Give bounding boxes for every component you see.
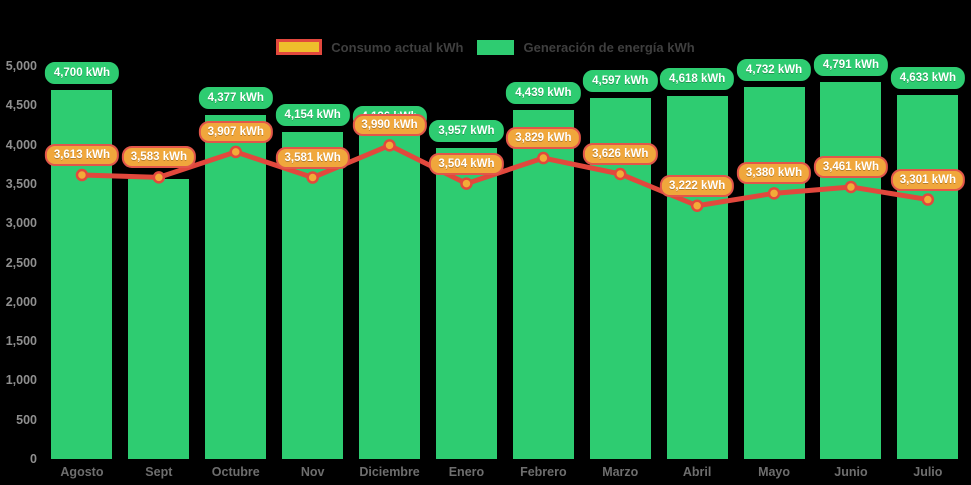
bar-enero[interactable]	[435, 147, 497, 459]
generation-label-octubre: 4,377 kWh	[198, 86, 273, 109]
line-point-nov[interactable]	[306, 171, 319, 184]
generation-label-junio: 4,791 kWh	[813, 54, 889, 77]
month-label-junio: Junio	[834, 465, 868, 479]
generation-label-abril: 4,618 kWh	[660, 68, 735, 91]
y-axis-tick-3000: 3,000	[5, 216, 37, 231]
bar-febrero[interactable]	[512, 110, 574, 459]
month-label-marzo: Marzo	[602, 465, 639, 479]
line-point-julio[interactable]	[921, 193, 935, 206]
consumo-legend-label: Consumo actual kWh	[331, 39, 464, 55]
consumption-label-febrero: 3,829 kWh	[506, 127, 581, 150]
generacion-legend-swatch-icon	[477, 39, 515, 55]
consumption-label-abril: 3,222 kWh	[660, 174, 735, 197]
y-axis-tick-2500: 2,500	[5, 255, 37, 270]
y-axis-tick-1000: 1,000	[5, 373, 37, 388]
line-point-junio[interactable]	[844, 180, 858, 194]
month-label-enero: Enero	[448, 465, 485, 479]
generation-label-julio: 4,633 kWh	[890, 66, 965, 89]
generation-label-febrero: 4,439 kWh	[506, 82, 581, 105]
consumption-line-path	[79, 142, 931, 209]
generacion-legend-label: Generación de energía kWh	[523, 39, 695, 55]
bar-junio[interactable]	[820, 82, 882, 459]
bar-julio[interactable]	[897, 94, 959, 459]
bar-abril[interactable]	[666, 96, 728, 459]
bar-mayo[interactable]	[743, 87, 805, 459]
bar-sept[interactable]	[128, 178, 190, 459]
month-label-nov: Nov	[300, 465, 325, 479]
month-label-mayo: Mayo	[758, 465, 791, 479]
line-point-agosto[interactable]	[75, 168, 89, 182]
y-axis-tick-1500: 1,500	[5, 334, 37, 349]
consumo-legend-swatch-icon	[276, 39, 323, 55]
generation-label-enero: 3,957 kWh	[429, 119, 504, 142]
legend-item-consumo[interactable]: Consumo actual kWh	[276, 39, 463, 55]
generation-label-nov: 4,154 kWh	[275, 104, 350, 127]
consumption-label-mayo: 3,380 kWh	[736, 162, 812, 185]
line-point-enero[interactable]	[460, 177, 473, 190]
consumption-label-diciembre: 3,990 kWh	[352, 114, 427, 137]
y-axis-tick-4500: 4,500	[5, 98, 37, 113]
generation-label-agosto: 4,700 kWh	[44, 61, 120, 84]
month-label-febrero: Febrero	[520, 465, 567, 479]
y-axis-tick-5000: 5,000	[5, 59, 37, 73]
y-axis-tick-500: 500	[16, 412, 37, 427]
line-point-mayo[interactable]	[767, 187, 781, 200]
legend-item-generacion[interactable]: Generación de energía kWh	[477, 39, 695, 55]
month-label-diciembre: Diciembre	[359, 465, 420, 479]
consumption-label-julio: 3,301 kWh	[890, 168, 965, 191]
y-axis-tick-3500: 3,500	[5, 176, 37, 191]
bar-diciembre[interactable]	[359, 133, 421, 459]
consumption-label-octubre: 3,907 kWh	[198, 120, 273, 143]
bar-nov[interactable]	[282, 132, 344, 459]
month-label-octubre: Octubre	[211, 465, 260, 479]
line-point-abril[interactable]	[690, 199, 704, 213]
generation-label-marzo: 4,597 kWh	[583, 69, 658, 92]
consumption-label-marzo: 3,626 kWh	[583, 142, 658, 165]
y-axis-tick-4000: 4,000	[5, 137, 37, 152]
month-label-abril: Abril	[682, 465, 712, 479]
line-point-diciembre[interactable]	[383, 139, 396, 152]
bar-octubre[interactable]	[205, 114, 267, 459]
consumption-label-sept: 3,583 kWh	[121, 146, 196, 169]
consumption-label-junio: 3,461 kWh	[813, 155, 889, 178]
month-label-sept: Sept	[145, 465, 173, 479]
line-point-octubre[interactable]	[229, 145, 242, 159]
consumption-label-enero: 3,504 kWh	[429, 152, 504, 175]
line-point-marzo[interactable]	[614, 167, 627, 181]
line-point-febrero[interactable]	[537, 151, 550, 165]
y-axis-tick-2000: 2,000	[5, 294, 37, 309]
consumption-label-agosto: 3,613 kWh	[44, 144, 120, 167]
y-axis-tick-0: 0	[30, 452, 37, 466]
line-point-sept[interactable]	[152, 171, 166, 184]
legend: Consumo actual kWh Generación de energía…	[0, 39, 971, 55]
month-label-agosto: Agosto	[60, 465, 104, 479]
month-label-julio: Julio	[913, 465, 943, 479]
generation-label-mayo: 4,732 kWh	[736, 59, 812, 82]
consumption-label-nov: 3,581 kWh	[275, 146, 350, 169]
